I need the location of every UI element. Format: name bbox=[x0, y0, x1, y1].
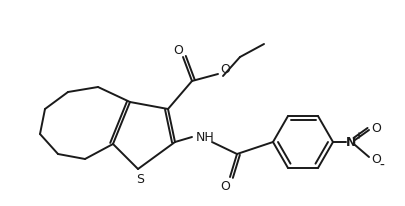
Text: -: - bbox=[379, 158, 384, 172]
Text: O: O bbox=[371, 122, 381, 135]
Text: NH: NH bbox=[196, 131, 214, 144]
Text: S: S bbox=[136, 173, 144, 186]
Text: O: O bbox=[173, 44, 183, 57]
Text: O: O bbox=[220, 180, 230, 193]
Text: N: N bbox=[346, 136, 356, 149]
Text: O: O bbox=[220, 63, 230, 76]
Text: +: + bbox=[354, 130, 362, 140]
Text: O: O bbox=[371, 153, 381, 166]
